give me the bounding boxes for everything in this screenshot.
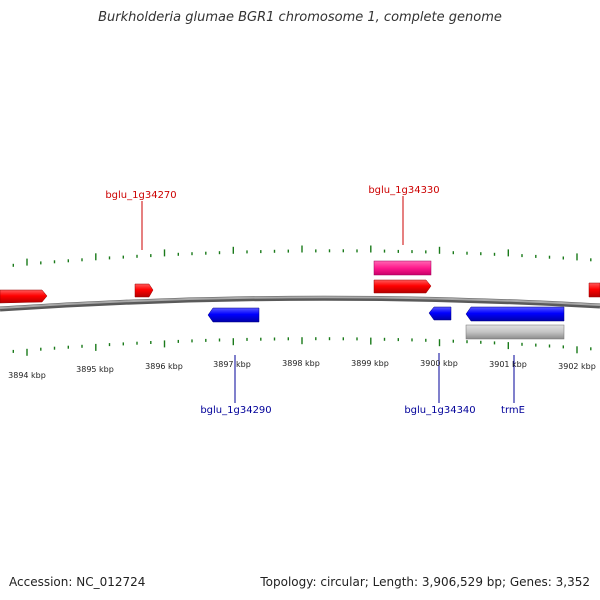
genome-summary-text: Topology: circular; Length: 3,906,529 bp… xyxy=(260,575,590,589)
inner-tick-ring xyxy=(12,337,592,356)
gene-label[interactable]: trmE xyxy=(501,405,525,416)
axis-tick-label: 3897 kbp xyxy=(213,360,251,369)
gene-arrow-forward[interactable] xyxy=(373,279,432,294)
axis-tick-label: 3901 kbp xyxy=(489,360,527,369)
gene-label[interactable]: bglu_1g34340 xyxy=(404,405,475,416)
axis-tick-label: 3900 kbp xyxy=(420,359,458,368)
map-title: Burkholderia glumae BGR1 chromosome 1, c… xyxy=(98,10,502,25)
gene-arrow-reverse[interactable] xyxy=(207,307,260,323)
axis-tick-label: 3895 kbp xyxy=(76,365,114,374)
pseudo-feature[interactable] xyxy=(373,260,432,276)
rna-feature[interactable] xyxy=(465,324,565,340)
chromosome-backbone xyxy=(0,295,600,312)
gene-label[interactable]: bglu_1g34330 xyxy=(368,185,439,196)
gene-arrow-reverse[interactable] xyxy=(428,306,452,321)
accession-text: Accession: NC_012724 xyxy=(9,575,146,589)
gene-arrow-reverse[interactable] xyxy=(465,306,565,322)
gene-arrow-forward[interactable] xyxy=(134,283,154,298)
gene-arrow-forward[interactable] xyxy=(588,282,600,298)
axis-tick-label: 3896 kbp xyxy=(145,362,183,371)
gene-label[interactable]: bglu_1g34270 xyxy=(105,190,176,201)
gene-label[interactable]: bglu_1g34290 xyxy=(200,405,271,416)
axis-tick-label: 3894 kbp xyxy=(8,371,46,380)
outer-tick-ring xyxy=(12,245,592,267)
axis-tick-label: 3898 kbp xyxy=(282,359,320,368)
axis-tick-label: 3899 kbp xyxy=(351,359,389,368)
chromosome-backbone-highlight xyxy=(0,296,600,309)
axis-tick-label: 3902 kbp xyxy=(558,362,596,371)
gene-arrow-forward[interactable] xyxy=(0,289,48,304)
